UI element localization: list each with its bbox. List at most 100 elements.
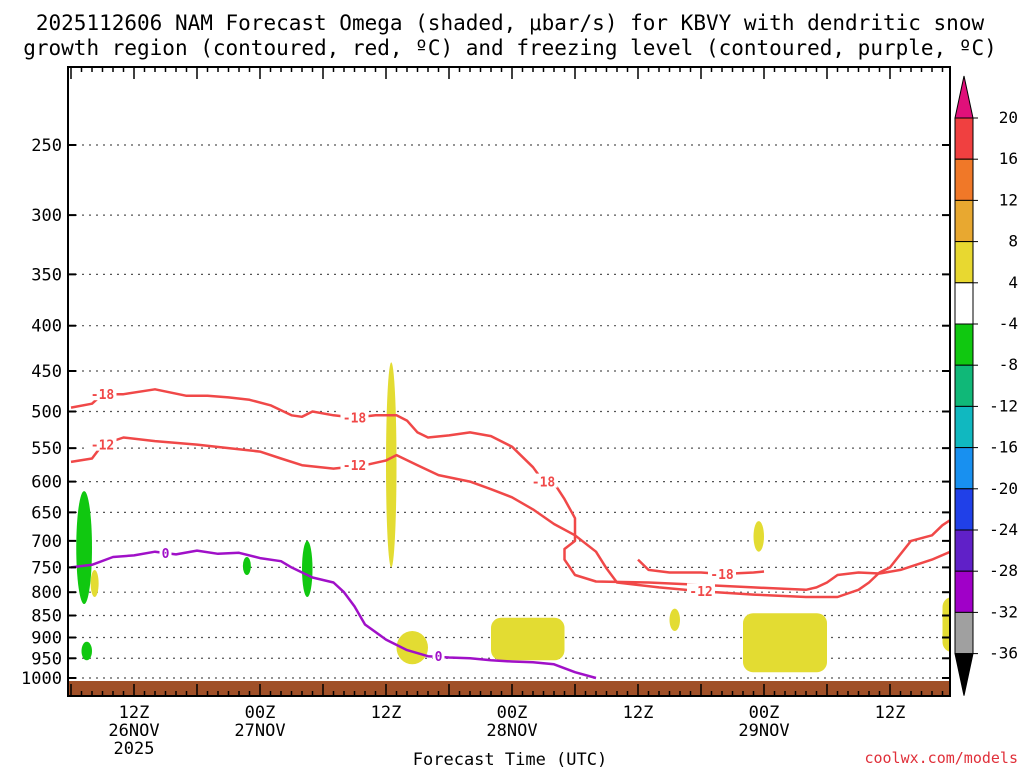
freezing-level-label-1: 0 [435, 650, 443, 665]
omega-region-4 [90, 569, 99, 597]
freezing-level-label-bg-1 [432, 648, 445, 663]
colorbar-band-12 [954, 611, 974, 655]
freezing-level-label-0: 0 [162, 547, 170, 562]
colorbar-label-0: 20 [999, 108, 1018, 127]
isotherm-0-label-bg-0 [88, 386, 117, 401]
x-tick-label-1: 00Z [245, 703, 276, 723]
y-axis: 2503003504004505005506006507007508008509… [21, 136, 950, 689]
y-tick-label-800: 800 [31, 583, 62, 603]
colorbar-label-8: -16 [989, 438, 1018, 457]
omega-region-9 [753, 521, 764, 552]
colorbar-label-6: -8 [999, 355, 1018, 374]
y-tick-label-400: 400 [31, 317, 62, 337]
y-tick-label-250: 250 [31, 136, 62, 156]
colorbar-label-9: -20 [989, 479, 1018, 498]
terrain-layer [68, 681, 950, 696]
y-tick-label-850: 850 [31, 607, 62, 627]
x-tick-label-3: 00Z [497, 703, 528, 723]
y-tick-label-700: 700 [31, 532, 62, 552]
colorbar-band-3 [954, 241, 974, 284]
isotherm-2-line [70, 436, 950, 599]
colorbar-band-7 [954, 405, 974, 449]
colorbar-label-12: -32 [989, 602, 1018, 621]
y-tick-label-750: 750 [31, 558, 62, 578]
colorbar-label-1: 16 [999, 149, 1018, 168]
y-tick-label-500: 500 [31, 403, 62, 423]
omega-region-10 [743, 613, 827, 673]
colorbar-band-11 [954, 570, 974, 613]
y-tick-label-1000: 1000 [21, 669, 62, 689]
colorbar-band-6 [954, 364, 974, 407]
isotherm-2-label-1: -12 [343, 459, 366, 474]
colorbar-label-11: -28 [989, 561, 1018, 580]
plot-frame [67, 66, 951, 697]
colorbar-label-4: 4 [1008, 273, 1018, 292]
y-tick-label-900: 900 [31, 628, 62, 648]
x-tick-label-5: 00Z [749, 703, 780, 723]
y-tick-label-350: 350 [31, 265, 62, 285]
omega-region-5 [386, 362, 397, 568]
isotherm-2-label-0: -12 [91, 439, 114, 454]
omega-region-0 [76, 491, 92, 605]
contour-labels: -18 -18 -18 -18 -12 -12 -12 0 0 [88, 386, 736, 665]
terrain-band [68, 681, 950, 696]
x-tick-date-1: 27NOV [234, 721, 285, 741]
isotherm-1-line [637, 558, 765, 576]
colorbar-label-3: 8 [1008, 232, 1018, 251]
omega-region-6 [396, 631, 428, 665]
colorbar-band-4 [954, 282, 974, 325]
isotherm-2-label-bg-2 [687, 583, 715, 598]
omega-region-8 [669, 608, 680, 632]
omega-region-7 [491, 617, 565, 661]
omega-region-2 [242, 557, 251, 576]
colorbar-band-2 [954, 199, 974, 243]
omega-shading [76, 240, 996, 673]
y-tick-label-650: 650 [31, 503, 62, 523]
colorbar-band-9 [954, 488, 974, 531]
colorbar-label-2: 12 [999, 190, 1018, 209]
y-tick-label-450: 450 [31, 362, 62, 382]
x-tick-label-2: 12Z [371, 703, 402, 723]
colorbar-bottom-arrow [954, 653, 974, 696]
colorbar-band-8 [954, 447, 974, 490]
x-tick-date-3: 28NOV [486, 721, 537, 741]
omega-region-1 [81, 641, 92, 661]
isotherm-2-label-2: -12 [689, 585, 712, 600]
colorbar-band-0 [954, 117, 974, 160]
isotherm-0-label-2: -18 [532, 476, 556, 491]
colorbar-label-13: -36 [989, 644, 1018, 663]
freezing-level-label-bg-0 [159, 544, 172, 559]
x-tick-label-0: 12Z [119, 703, 150, 723]
y-tick-label-600: 600 [31, 473, 62, 493]
x-tick-year-0: 2025 [114, 739, 155, 759]
footer-url[interactable]: coolwx.com/models [864, 749, 1018, 767]
isotherm-0-label-bg-2 [529, 473, 558, 488]
isotherm-0-label-bg-1 [340, 409, 369, 424]
colorbar-top-arrow [954, 75, 974, 119]
colorbar-band-10 [954, 529, 974, 572]
isotherm-2-label-bg-0 [88, 436, 117, 451]
x-tick-label-6: 12Z [875, 703, 906, 723]
omega-region-3 [302, 540, 313, 597]
y-tick-label-550: 550 [31, 439, 62, 459]
x-tick-label-4: 12Z [623, 703, 654, 723]
chart-title-line-1: 2025112606 NAM Forecast Omega (shaded, μ… [36, 11, 985, 35]
colorbar-band-5 [954, 323, 974, 366]
x-tick-date-0: 26NOV [108, 721, 159, 741]
colorbar-band-1 [954, 158, 974, 201]
x-axis-label: Forecast Time (UTC) [413, 750, 607, 768]
colorbar-label-7: -12 [989, 396, 1018, 415]
x-tick-date-5: 29NOV [738, 721, 789, 741]
colorbar-label-5: -4 [999, 314, 1018, 333]
chart-title-line-2: growth region (contoured, red, ºC) and f… [23, 36, 997, 60]
omega-region-12 [988, 240, 996, 326]
isotherm-2-label-bg-1 [340, 457, 369, 472]
isotherm-1-label-bg-0 [708, 565, 736, 580]
y-tick-label-950: 950 [31, 649, 62, 669]
isotherm-0-label-0: -18 [91, 388, 115, 403]
y-tick-label-300: 300 [31, 206, 62, 226]
isotherm-0-label-1: -18 [343, 412, 367, 427]
isotherm-1-label-0: -18 [710, 568, 734, 583]
